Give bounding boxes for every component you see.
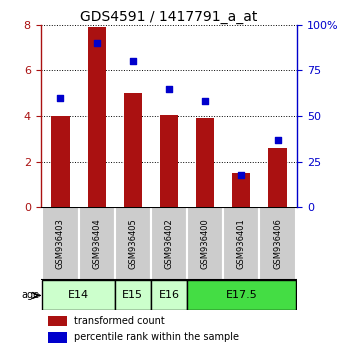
Bar	[115, 207, 151, 280]
Bar	[268, 148, 287, 207]
Text: GSM936403: GSM936403	[56, 218, 65, 269]
Point	[130, 58, 136, 64]
Bar	[151, 207, 187, 280]
Point	[202, 99, 208, 104]
Bar	[48, 332, 67, 343]
Bar	[187, 280, 296, 310]
Bar	[88, 27, 106, 207]
Point	[94, 40, 99, 46]
Text: GSM936402: GSM936402	[165, 218, 173, 269]
Bar	[187, 207, 223, 280]
Text: E15: E15	[122, 290, 143, 301]
Text: age: age	[21, 290, 40, 301]
Bar	[42, 280, 115, 310]
Bar	[115, 280, 151, 310]
Bar	[78, 207, 115, 280]
Point	[166, 86, 172, 92]
Text: E16: E16	[159, 290, 179, 301]
Bar	[48, 315, 67, 326]
Text: GSM936400: GSM936400	[201, 218, 210, 269]
Point	[239, 172, 244, 177]
Point	[58, 95, 63, 101]
Bar	[42, 207, 78, 280]
Bar	[196, 118, 214, 207]
Text: GSM936401: GSM936401	[237, 218, 246, 269]
Text: GSM936406: GSM936406	[273, 218, 282, 269]
Text: GSM936405: GSM936405	[128, 218, 137, 269]
Text: E14: E14	[68, 290, 89, 301]
Bar	[223, 207, 260, 280]
Title: GDS4591 / 1417791_a_at: GDS4591 / 1417791_a_at	[80, 10, 258, 24]
Text: GSM936404: GSM936404	[92, 218, 101, 269]
Text: E17.5: E17.5	[225, 290, 257, 301]
Text: transformed count: transformed count	[74, 316, 165, 326]
Bar	[124, 93, 142, 207]
Bar	[232, 173, 250, 207]
Text: percentile rank within the sample: percentile rank within the sample	[74, 332, 239, 342]
Bar	[260, 207, 296, 280]
Bar	[51, 116, 70, 207]
Bar	[160, 115, 178, 207]
Bar	[151, 280, 187, 310]
Point	[275, 137, 280, 143]
